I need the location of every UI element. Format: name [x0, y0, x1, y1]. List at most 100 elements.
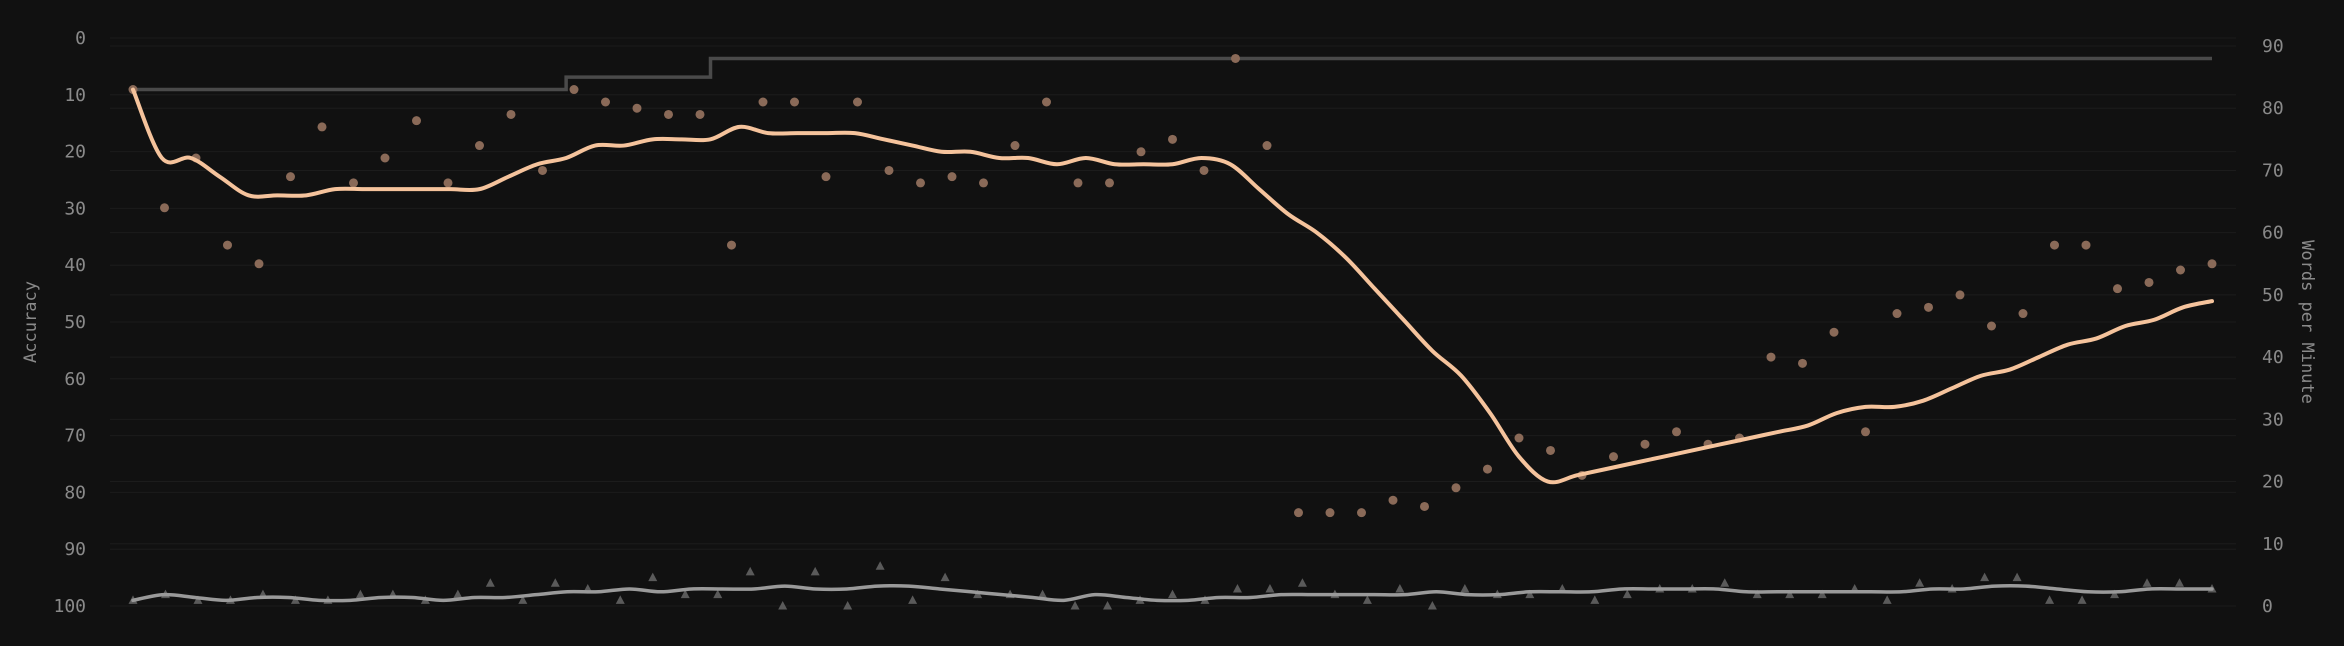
- accuracy-point: [843, 601, 853, 610]
- left-axis-ticks: 0 10 20 30 40 50 60 70 80 90 100: [53, 28, 86, 617]
- right-tick-label-20: 20: [2262, 472, 2284, 493]
- wpm-point: [1924, 302, 1933, 312]
- wpm-point: [758, 97, 768, 107]
- wpm-point: [1199, 165, 1209, 175]
- wpm-point: [1514, 433, 1524, 443]
- wpm-point: [317, 122, 327, 132]
- wpm-point: [1829, 327, 1839, 337]
- wpm-point: [1325, 508, 1335, 518]
- accuracy-point: [1070, 601, 1080, 610]
- accuracy-point: [1915, 578, 1925, 587]
- accuracy-point: [615, 595, 625, 604]
- wpm-point: [1073, 178, 1083, 188]
- wpm-point: [1546, 445, 1555, 455]
- wpm-point: [853, 97, 862, 107]
- accuracy-point: [2175, 578, 2185, 587]
- accuracy-point: [1882, 595, 1892, 604]
- wpm-point: [1766, 352, 1776, 362]
- right-tick-label-0: 0: [2262, 596, 2273, 617]
- left-tick-label-10: 10: [64, 85, 86, 106]
- accuracy-point: [485, 578, 495, 587]
- wpm-point: [1672, 427, 1681, 437]
- wpm-point: [1168, 134, 1177, 144]
- wpm-point: [1483, 464, 1492, 474]
- accuracy-point: [875, 561, 885, 570]
- wpm-point: [160, 203, 169, 213]
- wpm-point: [1451, 483, 1461, 493]
- accuracy-point: [1525, 589, 1535, 599]
- left-tick-label-0: 0: [75, 28, 86, 49]
- wpm-point: [632, 103, 642, 113]
- accuracy-point: [778, 601, 788, 610]
- accuracy-point: [908, 595, 918, 604]
- wpm-point: [2144, 277, 2154, 287]
- left-axis-label: Accuracy: [21, 281, 41, 363]
- accuracy-point: [1103, 601, 1113, 610]
- wpm-point: [1861, 427, 1870, 437]
- accuracy-point: [1297, 578, 1307, 587]
- accuracy-line: [131, 584, 2214, 603]
- wpm-line: [131, 87, 2214, 485]
- wpm-point: [2018, 309, 2028, 319]
- wpm-point: [727, 240, 736, 250]
- wpm-point: [1105, 178, 1114, 188]
- right-tick-label-70: 70: [2262, 160, 2284, 181]
- right-tick-label-40: 40: [2262, 347, 2284, 368]
- left-tick-label-90: 90: [64, 539, 86, 560]
- left-tick-label-30: 30: [64, 198, 86, 219]
- wpm-point: [979, 178, 988, 188]
- wpm-point: [1609, 452, 1618, 462]
- accuracy-point: [1038, 589, 1048, 599]
- best-wpm-step-line: [133, 56, 2212, 92]
- wpm-point: [790, 97, 799, 107]
- wpm-points: [128, 53, 2217, 518]
- wpm-point: [1294, 508, 1303, 518]
- accuracy-point: [2142, 578, 2152, 587]
- accuracy-line-path: [131, 584, 2214, 603]
- wpm-point: [664, 109, 673, 119]
- accuracy-point: [518, 595, 528, 604]
- accuracy-point: [1720, 578, 1730, 587]
- right-axis-ticks: 0 10 20 30 40 50 60 70 80 90: [2262, 36, 2284, 617]
- right-tick-label-30: 30: [2262, 409, 2284, 430]
- left-tick-label-80: 80: [64, 482, 86, 503]
- wpm-point: [2113, 284, 2122, 294]
- wpm-point: [1042, 97, 1051, 107]
- wpm-point: [884, 165, 894, 175]
- wpm-point: [475, 141, 484, 151]
- accuracy-point: [648, 572, 658, 582]
- wpm-point: [443, 178, 453, 188]
- wpm-line-path: [131, 87, 2214, 485]
- accuracy-point: [193, 595, 203, 604]
- wpm-point: [601, 97, 610, 107]
- accuracy-point: [1395, 583, 1405, 593]
- right-tick-label-90: 90: [2262, 36, 2284, 57]
- right-tick-label-60: 60: [2262, 223, 2284, 244]
- accuracy-point: [1265, 583, 1275, 593]
- accuracy-point: [2045, 595, 2055, 604]
- wpm-point: [1892, 309, 1902, 319]
- wpm-point: [2207, 259, 2217, 269]
- wpm-point: [349, 178, 358, 188]
- accuracy-point: [1427, 601, 1437, 610]
- accuracy-point: [1980, 572, 1990, 582]
- wpm-point: [821, 172, 831, 182]
- left-tick-label-40: 40: [64, 255, 86, 276]
- accuracy-point: [1785, 589, 1795, 599]
- wpm-point: [1987, 321, 1996, 331]
- wpm-point: [506, 109, 516, 119]
- accuracy-point: [713, 589, 723, 599]
- left-tick-label-50: 50: [64, 312, 86, 333]
- accuracy-point: [2110, 589, 2120, 599]
- accuracy-point: [1168, 589, 1177, 599]
- right-tick-label-10: 10: [2262, 534, 2284, 555]
- wpm-point: [254, 259, 264, 269]
- wpm-point: [2176, 265, 2185, 275]
- wpm-point: [1357, 508, 1366, 518]
- wpm-point: [2081, 240, 2091, 250]
- wpm-point: [1420, 501, 1429, 511]
- left-tick-label-100: 100: [53, 596, 86, 617]
- wpm-point: [1388, 495, 1398, 505]
- accuracy-point: [2012, 572, 2022, 582]
- accuracy-point: [1590, 595, 1600, 604]
